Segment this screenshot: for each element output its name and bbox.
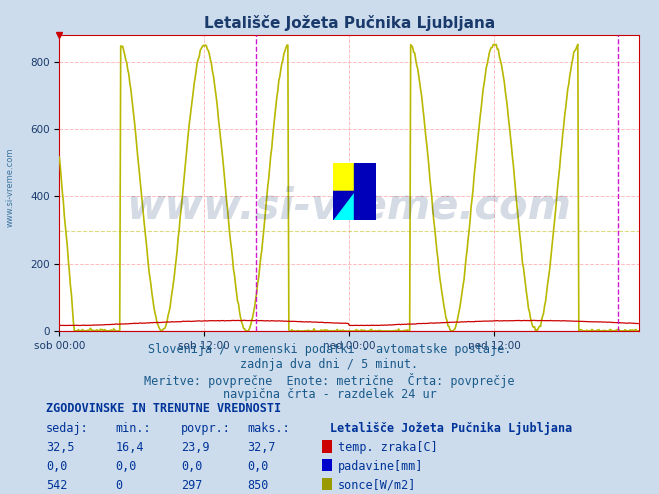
Text: sedaj:: sedaj: — [46, 422, 89, 435]
Text: povpr.:: povpr.: — [181, 422, 231, 435]
Text: min.:: min.: — [115, 422, 151, 435]
Text: 0: 0 — [115, 479, 123, 492]
Text: Meritve: povprečne  Enote: metrične  Črta: povprečje: Meritve: povprečne Enote: metrične Črta:… — [144, 373, 515, 388]
Text: 16,4: 16,4 — [115, 441, 144, 454]
Text: 23,9: 23,9 — [181, 441, 210, 454]
Text: 297: 297 — [181, 479, 202, 492]
Text: maks.:: maks.: — [247, 422, 290, 435]
Text: navpična črta - razdelek 24 ur: navpična črta - razdelek 24 ur — [223, 388, 436, 401]
Text: 0,0: 0,0 — [115, 460, 136, 473]
Text: 0,0: 0,0 — [247, 460, 268, 473]
Polygon shape — [333, 191, 355, 220]
Text: ZGODOVINSKE IN TRENUTNE VREDNOSTI: ZGODOVINSKE IN TRENUTNE VREDNOSTI — [46, 403, 281, 415]
Bar — [355, 163, 376, 220]
Text: 850: 850 — [247, 479, 268, 492]
Text: 0,0: 0,0 — [181, 460, 202, 473]
Text: temp. zraka[C]: temp. zraka[C] — [338, 441, 438, 454]
Polygon shape — [333, 191, 355, 220]
Text: www.si-vreme.com: www.si-vreme.com — [127, 185, 572, 228]
Text: 0,0: 0,0 — [46, 460, 67, 473]
Text: www.si-vreme.com: www.si-vreme.com — [5, 148, 14, 227]
Title: Letališče Jožeta Pučnika Ljubljana: Letališče Jožeta Pučnika Ljubljana — [204, 15, 495, 31]
Text: padavine[mm]: padavine[mm] — [338, 460, 424, 473]
Text: Slovenija / vremenski podatki - avtomatske postaje.: Slovenija / vremenski podatki - avtomats… — [148, 343, 511, 356]
Text: 32,7: 32,7 — [247, 441, 275, 454]
Text: Letališče Jožeta Pučnika Ljubljana: Letališče Jožeta Pučnika Ljubljana — [330, 422, 572, 435]
Text: 32,5: 32,5 — [46, 441, 74, 454]
Text: sonce[W/m2]: sonce[W/m2] — [338, 479, 416, 492]
Bar — [333, 163, 355, 191]
Text: zadnja dva dni / 5 minut.: zadnja dva dni / 5 minut. — [241, 358, 418, 371]
Text: 542: 542 — [46, 479, 67, 492]
